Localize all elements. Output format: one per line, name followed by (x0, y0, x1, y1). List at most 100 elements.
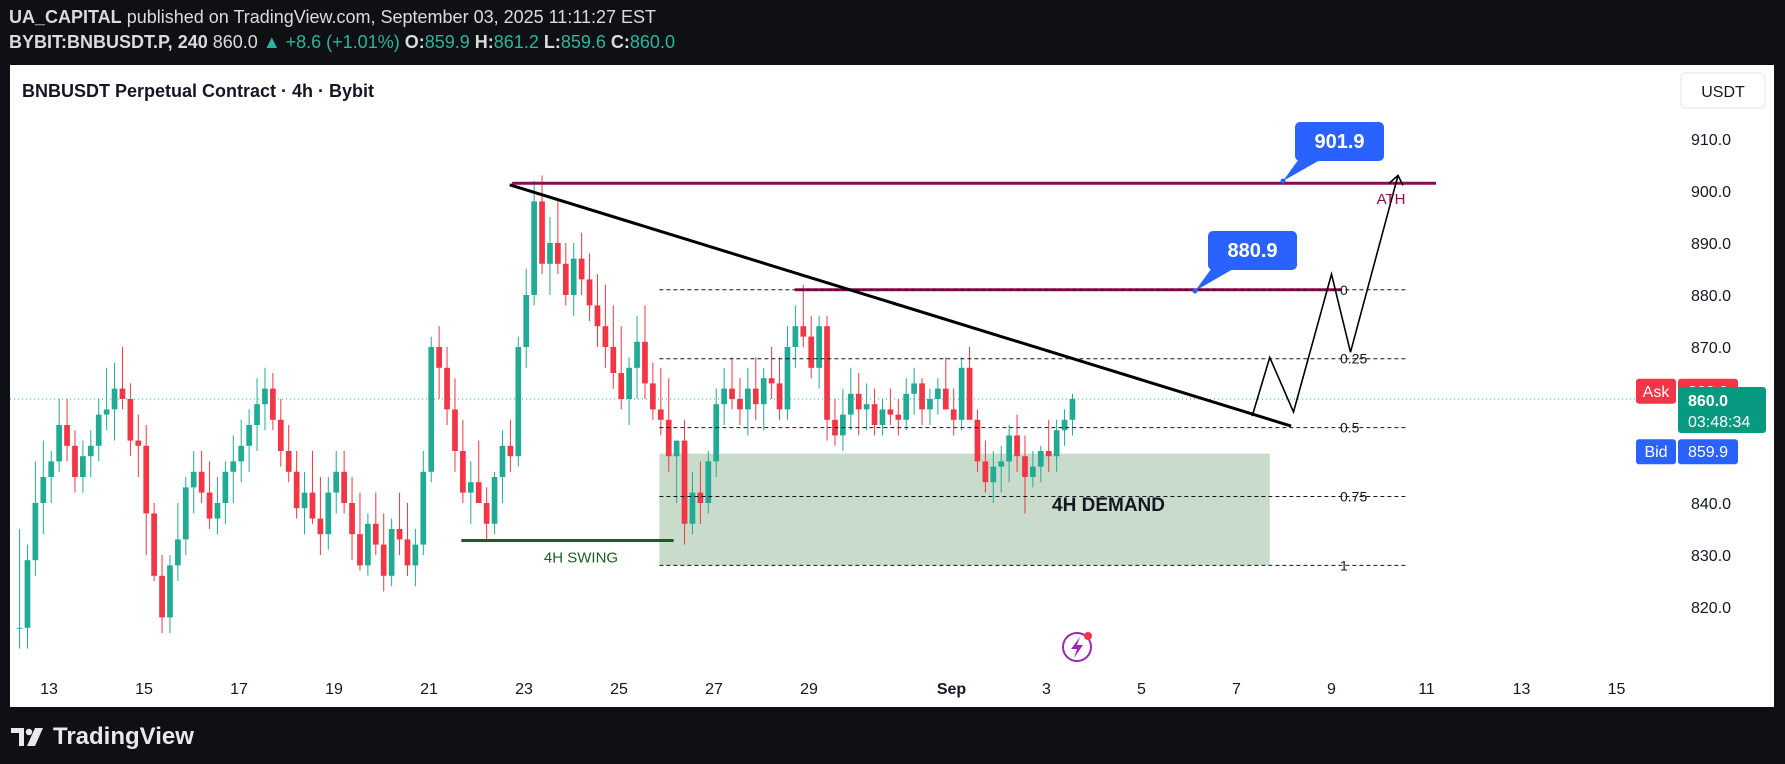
candle-body (32, 503, 39, 561)
candle-body (768, 378, 775, 384)
candle-body (1022, 456, 1028, 477)
candle-body (531, 201, 537, 295)
candle-body (254, 404, 260, 425)
candle-body (681, 440, 688, 524)
candle-body (539, 201, 545, 264)
close-label: C: (610, 32, 630, 52)
last-price-tag-text: 860.0 (1688, 393, 1728, 410)
x-tick-label: 29 (800, 681, 818, 698)
trendline (509, 183, 1292, 428)
candle-body (610, 347, 617, 373)
candle-body (507, 445, 514, 457)
x-tick-label: 5 (1137, 681, 1146, 698)
x-tick-label: 21 (420, 681, 438, 698)
candle-body (262, 388, 268, 405)
target-901-box[interactable] (1295, 122, 1384, 161)
last-price: 860.0 (212, 32, 258, 52)
candle-body (372, 523, 379, 545)
candle-body (578, 258, 585, 280)
candle-body (1053, 430, 1060, 457)
currency-button[interactable] (1680, 72, 1766, 109)
footer-brand-text: TradingView (53, 723, 194, 750)
candle-body (349, 503, 355, 535)
candle-body (182, 487, 189, 540)
last-price-tag (1678, 387, 1766, 433)
candle-body (80, 456, 86, 477)
candle-body (879, 409, 886, 425)
candle-body (737, 399, 743, 410)
candle-body (721, 388, 727, 405)
target-880-label: 880.9 (1227, 240, 1277, 262)
candle-body (388, 529, 395, 576)
candle-body (998, 461, 1005, 467)
candle-body (665, 419, 672, 457)
candle-body (167, 565, 173, 618)
candle-body (341, 471, 347, 503)
candle-body (95, 414, 102, 446)
candle-body (942, 388, 949, 410)
candle-body (357, 534, 363, 566)
fib-level-label: 0.25 (1340, 351, 1367, 367)
candle-body (127, 399, 134, 441)
candle-body (950, 409, 957, 420)
candle-body (396, 529, 403, 540)
candle-body (515, 347, 522, 457)
candle-body (420, 471, 427, 545)
x-tick-label: 13 (1513, 681, 1531, 698)
candle-body (72, 445, 78, 477)
x-tick-label: 3 (1042, 681, 1051, 698)
low-label: L: (543, 32, 561, 52)
target-880-box[interactable] (1208, 231, 1297, 270)
candle-body (927, 399, 933, 410)
fib-level-label: 1 (1340, 557, 1348, 573)
candle-body (697, 492, 704, 503)
candle-body (752, 388, 759, 405)
candle-body (990, 466, 997, 483)
x-tick-label: 15 (1608, 681, 1626, 698)
y-tick-label: 830.0 (1691, 548, 1731, 565)
notification-dot (1084, 632, 1092, 640)
candle-body (119, 388, 126, 399)
countdown-text: 03:48:34 (1688, 414, 1750, 431)
author-name[interactable]: UA_CAPITAL (9, 7, 122, 27)
publish-text: published on TradingView.com, September … (126, 7, 657, 27)
lightning-bolt-icon (1071, 637, 1083, 658)
candle-body (626, 367, 632, 399)
y-tick-label: 870.0 (1691, 340, 1731, 357)
target-901-pointer (1283, 156, 1327, 181)
candle-body (776, 383, 783, 410)
candle-body (222, 471, 229, 503)
candle-body (642, 341, 648, 384)
candle-body (301, 492, 308, 509)
candle-body (1069, 399, 1076, 420)
candle-body (705, 461, 712, 503)
x-tick-label: 15 (135, 681, 153, 698)
bid-label-text: Bid (1644, 444, 1667, 461)
swing-label: 4H SWING (544, 549, 618, 566)
candle-body (1030, 466, 1036, 477)
x-tick-label: 13 (40, 681, 58, 698)
fib-level-label: 0 (1340, 282, 1348, 298)
bid-label-box (1636, 439, 1676, 465)
candle-body (428, 347, 435, 472)
bid-price-text: 859.9 (1688, 444, 1728, 461)
candle-body (618, 373, 625, 399)
x-tick-label: 23 (515, 681, 533, 698)
candle-body (650, 383, 656, 410)
x-tick-label: 11 (1418, 681, 1435, 698)
candle-body (467, 482, 474, 493)
candle-body (887, 409, 894, 415)
candle-body (745, 388, 751, 410)
candle-body (143, 445, 150, 514)
tradingview-logo-icon (11, 728, 43, 746)
candle-body (190, 471, 197, 488)
tradingview-brand[interactable]: TradingView (11, 723, 194, 751)
candle-body (760, 378, 767, 405)
candle-body (1045, 451, 1052, 457)
candle-body (555, 243, 561, 264)
price-change: ▲ +8.6 (+1.01%) (262, 32, 400, 52)
alert-lightning-icon[interactable] (1062, 632, 1092, 662)
candle-body (966, 367, 973, 420)
high-value: 861.2 (493, 32, 539, 52)
